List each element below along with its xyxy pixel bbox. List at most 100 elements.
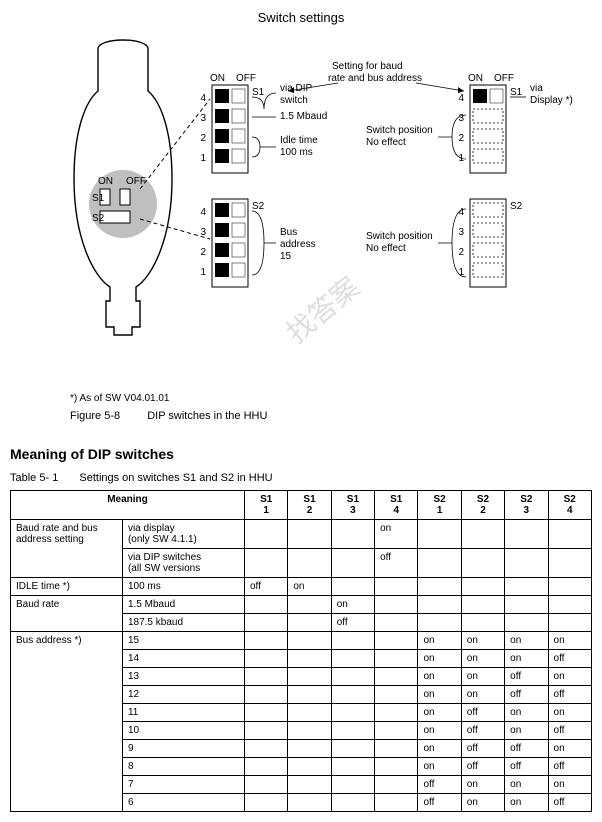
cell-value <box>245 668 288 686</box>
cell-value: on <box>418 632 461 650</box>
table-row: Baud rate1.5 Mbaudon <box>11 596 592 614</box>
col-s1-2: S12 <box>288 491 331 520</box>
cell-value: on <box>505 704 548 722</box>
off-label: OFF <box>236 73 256 84</box>
table-row: Bus address *)15onononon <box>11 632 592 650</box>
cell-value: off <box>548 758 591 776</box>
cell-value: off <box>505 740 548 758</box>
svg-text:3: 3 <box>200 113 206 124</box>
cell-value: on <box>461 668 504 686</box>
cell-value <box>375 776 418 794</box>
cell-value <box>375 704 418 722</box>
col-s1-3: S13 <box>331 491 374 520</box>
cell-value <box>418 520 461 549</box>
svg-text:2: 2 <box>200 247 206 258</box>
cell-value <box>288 596 331 614</box>
cell-value: off <box>418 794 461 812</box>
cell-value: off <box>505 758 548 776</box>
cell-value <box>548 549 591 578</box>
cell-value <box>288 704 331 722</box>
cell-value <box>245 794 288 812</box>
dip-settings-table: Meaning S11 S12 S13 S14 S21 S22 S23 S24 … <box>10 490 592 812</box>
row-subheading: 187.5 kbaud <box>122 614 244 632</box>
cell-value <box>288 520 331 549</box>
table-row: IDLE time *)100 msoffon <box>11 578 592 596</box>
cell-value: off <box>461 704 504 722</box>
svg-text:2: 2 <box>200 133 206 144</box>
cell-value <box>331 578 374 596</box>
svg-text:2: 2 <box>458 247 464 258</box>
row-heading: Bus address *) <box>11 632 123 812</box>
cell-value <box>331 722 374 740</box>
via-display-2: Display *) <box>530 95 573 106</box>
cell-value: on <box>461 794 504 812</box>
via-dip-label-1: via DIP <box>280 83 313 94</box>
table-body: Baud rate and bus address settingvia dis… <box>11 520 592 812</box>
cell-value: on <box>288 578 331 596</box>
svg-text:1: 1 <box>200 267 206 278</box>
cell-value <box>418 549 461 578</box>
row-subheading: 13 <box>122 668 244 686</box>
s2-right-block: S2 4 3 2 1 <box>438 199 523 287</box>
cell-value <box>548 578 591 596</box>
swpos-2a: Switch position <box>366 231 433 242</box>
svg-text:S1: S1 <box>92 193 105 204</box>
row-subheading: 10 <box>122 722 244 740</box>
svg-text:4: 4 <box>458 93 464 104</box>
cell-value: on <box>461 776 504 794</box>
cell-value: on <box>461 632 504 650</box>
cell-value <box>245 650 288 668</box>
row-subheading: 6 <box>122 794 244 812</box>
section-heading: Meaning of DIP switches <box>10 446 592 462</box>
idle-label-2: 100 ms <box>280 147 313 158</box>
cell-value: on <box>375 520 418 549</box>
cell-value: on <box>418 686 461 704</box>
svg-text:S1: S1 <box>252 87 265 98</box>
swpos-1b: No effect <box>366 137 406 148</box>
cell-value: on <box>418 650 461 668</box>
cell-value: off <box>548 722 591 740</box>
cell-value: on <box>331 596 374 614</box>
svg-text:ON: ON <box>98 176 113 187</box>
cell-value <box>331 650 374 668</box>
cell-value: off <box>461 740 504 758</box>
svg-text:4: 4 <box>200 93 206 104</box>
via-display-1: via <box>530 83 543 94</box>
cell-value: on <box>548 668 591 686</box>
cell-value <box>331 794 374 812</box>
row-subheading: 11 <box>122 704 244 722</box>
table-head: Meaning S11 S12 S13 S14 S21 S22 S23 S24 <box>11 491 592 520</box>
svg-text:1: 1 <box>200 153 206 164</box>
row-subheading: 8 <box>122 758 244 776</box>
row-heading: IDLE time *) <box>11 578 123 596</box>
cell-value <box>288 740 331 758</box>
cell-value <box>505 614 548 632</box>
cell-value <box>245 614 288 632</box>
cell-value <box>288 549 331 578</box>
swpos-1a: Switch position <box>366 125 433 136</box>
svg-text:OFF: OFF <box>494 73 514 84</box>
svg-text:S2: S2 <box>92 213 105 224</box>
col-meaning: Meaning <box>11 491 245 520</box>
cell-value <box>331 758 374 776</box>
cell-value: on <box>505 632 548 650</box>
cell-value <box>288 758 331 776</box>
cell-value: off <box>548 650 591 668</box>
cell-value <box>288 632 331 650</box>
cell-value <box>375 578 418 596</box>
cell-value <box>245 596 288 614</box>
cell-value: off <box>505 686 548 704</box>
cell-value: on <box>461 686 504 704</box>
cell-value: off <box>375 549 418 578</box>
on-label: ON <box>210 73 225 84</box>
table-number: Table 5- 1 <box>10 472 58 484</box>
cell-value: on <box>418 704 461 722</box>
cell-value <box>375 794 418 812</box>
svg-text:S2: S2 <box>252 201 265 212</box>
col-s2-3: S23 <box>505 491 548 520</box>
cell-value: off <box>461 758 504 776</box>
s1-right-block: ON OFF S1 4 3 2 1 <box>438 73 526 173</box>
cell-value <box>288 794 331 812</box>
cell-value: on <box>418 722 461 740</box>
cell-value <box>288 650 331 668</box>
